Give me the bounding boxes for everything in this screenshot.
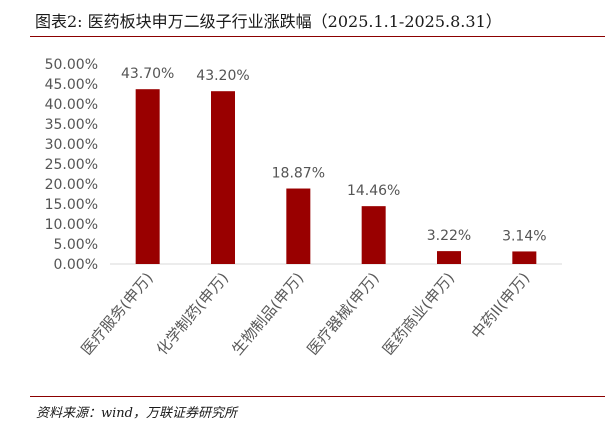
bar — [361, 206, 386, 264]
figure-title: 图表2: 医药板块申万二级子行业涨跌幅（2025.1.1-2025.8.31） — [35, 12, 502, 31]
category-label: 生物制品(申万) — [228, 269, 307, 358]
y-tick-label: 50.00% — [45, 57, 98, 73]
category-label: 化学制药(申万) — [153, 269, 232, 358]
category-label: 中药II(申万) — [468, 269, 534, 342]
bar — [437, 251, 461, 264]
bar — [135, 89, 160, 264]
data-label: 18.87% — [272, 166, 325, 182]
y-tick-label: 25.00% — [45, 157, 98, 173]
y-tick-label: 20.00% — [45, 177, 98, 193]
y-tick-label: 45.00% — [45, 77, 98, 93]
bar — [286, 188, 311, 264]
title-rule — [30, 36, 605, 37]
y-tick-label: 0.00% — [54, 257, 98, 273]
category-label: 医疗器械(申万) — [304, 269, 383, 358]
category-label: 医疗服务(申万) — [78, 269, 157, 358]
data-label: 3.22% — [427, 228, 471, 244]
y-tick-label: 15.00% — [45, 197, 98, 213]
category-label: 医药商业(申万) — [379, 269, 458, 358]
y-tick-label: 40.00% — [45, 97, 98, 113]
bar — [512, 251, 537, 264]
y-tick-label: 30.00% — [45, 137, 98, 153]
data-label: 14.46% — [347, 183, 400, 199]
y-tick-label: 35.00% — [45, 117, 98, 133]
source-note: 资料来源：wind，万联证券研究所 — [36, 406, 237, 421]
y-tick-label: 5.00% — [54, 237, 98, 253]
figure-title-bar: 图表2: 医药板块申万二级子行业涨跌幅（2025.1.1-2025.8.31） — [0, 0, 613, 36]
footer-rule — [30, 396, 605, 397]
data-label: 43.70% — [121, 66, 174, 82]
data-label: 43.20% — [196, 68, 249, 84]
bar — [211, 91, 235, 264]
data-label: 3.14% — [502, 228, 546, 244]
y-tick-label: 10.00% — [45, 217, 98, 233]
